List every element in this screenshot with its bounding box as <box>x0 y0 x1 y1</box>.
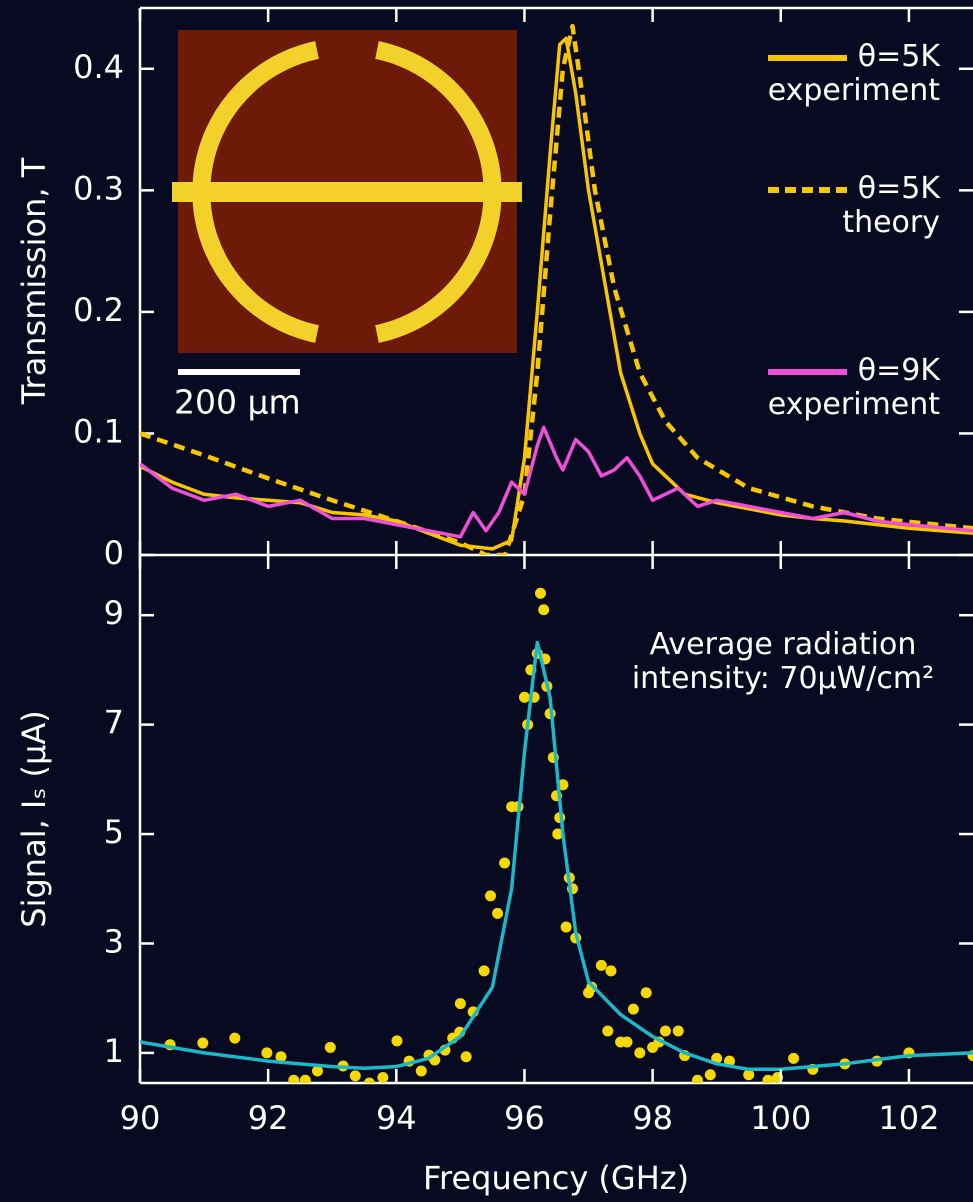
page: 200 µm Transmission, T Signal, Iₛ (µA) F… <box>0 0 973 1202</box>
data-point <box>492 908 503 919</box>
data-point <box>561 922 572 933</box>
legend-label: θ=5K theory <box>842 172 940 240</box>
data-point <box>596 960 607 971</box>
data-point <box>621 1036 632 1047</box>
data-point <box>416 1065 427 1076</box>
y-tick-label: 1 <box>104 1032 124 1070</box>
legend-label: θ=9K experiment <box>768 354 940 422</box>
chart: 200 µm Transmission, T Signal, Iₛ (µA) F… <box>0 0 973 1202</box>
annotation: Average radiation intensity: 70µW/cm² <box>603 628 963 696</box>
data-point <box>461 1051 472 1062</box>
data-point <box>325 1042 336 1053</box>
x-tick-label: 90 <box>120 1099 161 1137</box>
data-point <box>197 1038 208 1049</box>
data-point <box>261 1047 272 1058</box>
x-tick-label: 96 <box>504 1099 545 1137</box>
data-point <box>641 987 652 998</box>
y-tick-label: 5 <box>104 813 124 851</box>
data-point <box>229 1033 240 1044</box>
data-point <box>634 1047 645 1058</box>
inset-image <box>172 30 522 353</box>
data-point <box>391 1035 402 1046</box>
scale-label: 200 µm <box>174 383 301 422</box>
data-point <box>455 998 466 1009</box>
data-point <box>538 604 549 615</box>
data-point <box>660 1026 671 1037</box>
x-tick-label: 98 <box>632 1099 673 1137</box>
x-tick-label: 102 <box>878 1099 939 1137</box>
y-tick-label: 3 <box>104 922 124 960</box>
y-tick-label: 0.2 <box>73 291 124 329</box>
x-axis-title: Frequency (GHz) <box>423 1159 689 1197</box>
data-point <box>788 1053 799 1064</box>
data-point <box>628 1004 639 1015</box>
data-point <box>705 1069 716 1080</box>
data-point <box>519 692 530 703</box>
y-axis-title: Transmission, T <box>15 157 53 405</box>
data-point <box>602 1026 613 1037</box>
data-point <box>377 1072 388 1083</box>
data-point <box>485 890 496 901</box>
y-tick-label: 0.3 <box>73 169 124 207</box>
y-tick-label: 0.1 <box>73 412 124 450</box>
data-point <box>350 1070 361 1081</box>
y-tick-label: 0 <box>104 534 124 572</box>
y-tick-label: 0.4 <box>73 48 124 86</box>
x-tick-label: 94 <box>376 1099 417 1137</box>
x-tick-label: 100 <box>750 1099 811 1137</box>
data-point <box>499 858 510 869</box>
data-point <box>605 965 616 976</box>
y-tick-label: 9 <box>104 594 124 632</box>
x-tick-label: 92 <box>248 1099 289 1137</box>
data-point <box>535 588 546 599</box>
y-tick-label: 7 <box>104 704 124 742</box>
data-point <box>479 965 490 976</box>
y-axis-title: Signal, Iₛ (µA) <box>15 710 53 927</box>
legend-label: θ=5K experiment <box>768 40 940 108</box>
data-point <box>673 1026 684 1037</box>
